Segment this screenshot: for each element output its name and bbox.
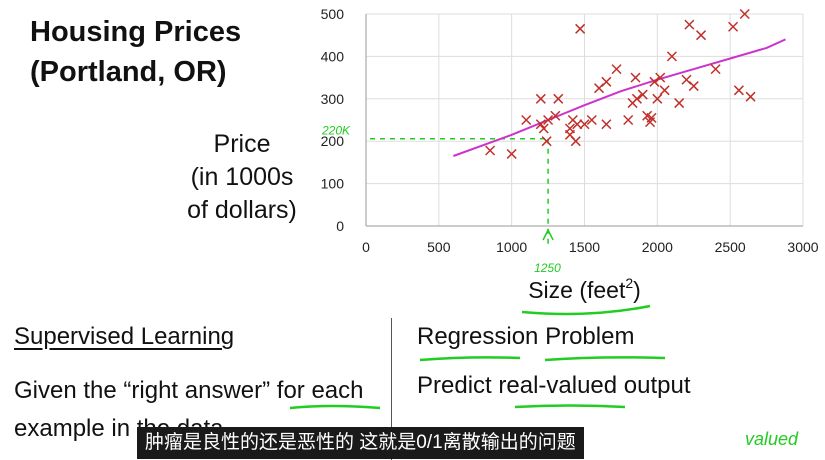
data-point: [688, 81, 699, 92]
plot-axes: [365, 14, 803, 227]
fit-line: [453, 38, 786, 157]
y-axis-label-line-2: (in 1000s: [190, 163, 294, 191]
data-point: [586, 114, 597, 126]
data-point: [575, 23, 586, 34]
arrow-icon: [542, 228, 554, 241]
data-point: [543, 114, 554, 126]
data-point: [631, 93, 642, 104]
data-point: [541, 136, 552, 147]
real-valued-underline-mark: [514, 404, 626, 409]
title-line-2: (Portland, OR): [30, 56, 227, 88]
regression-underline-mark: [419, 356, 521, 362]
data-point: [733, 85, 744, 96]
data-point: [601, 119, 612, 130]
data-point: [485, 145, 496, 156]
data-point: [696, 30, 707, 41]
handwritten-valued: valued: [745, 429, 799, 449]
data-point: [666, 51, 677, 62]
x-tick-label: 2500: [715, 239, 746, 255]
right-answer-phrase: right answer: [131, 377, 263, 404]
x-tick-label: 3000: [787, 239, 818, 255]
body-prefix: Predict: [417, 372, 499, 399]
title-line-1: Housing Prices: [30, 16, 242, 48]
data-point: [506, 148, 517, 159]
size-annotation: 1250: [534, 261, 561, 275]
x-axis-label-close: ): [633, 277, 641, 303]
supervised-learning-body: Given the “right answer” for each exampl…: [14, 372, 389, 448]
x-axis-label: Size (feet2): [528, 275, 641, 303]
data-point: [630, 72, 641, 83]
data-point: [538, 123, 549, 134]
y-tick-label: 200: [321, 133, 345, 149]
data-point: [655, 72, 666, 83]
x-axis-label-superscript: 2: [625, 275, 633, 291]
y-axis-label-line-3: of dollars): [187, 196, 297, 224]
supervised-learning-heading: Supervised Learning: [14, 323, 235, 350]
reference-lines: 220K 1250: [321, 124, 561, 275]
y-tick-label: 0: [336, 218, 344, 234]
data-point: [652, 93, 663, 104]
data-point: [646, 112, 657, 123]
data-point: [535, 119, 546, 130]
x-axis-label-text: Size (feet: [528, 277, 626, 303]
data-point: [579, 119, 590, 130]
y-axis-label-line-1: Price: [213, 130, 271, 158]
y-tick-label: 100: [321, 176, 345, 192]
data-point: [674, 98, 685, 109]
y-axis-label: Price (in 1000s of dollars): [172, 128, 312, 227]
data-point: [553, 93, 564, 104]
tick-labels: 0 500 1000 1500 2000 2500 3000 0 100 200 300 400 500: [321, 6, 819, 255]
regression-problem-heading: Regression Problem: [417, 323, 635, 350]
plot-grid: [365, 13, 804, 227]
data-point: [521, 114, 532, 126]
price-annotation: 220K: [321, 124, 351, 138]
y-tick-label: 400: [321, 48, 345, 64]
data-points: [485, 8, 756, 159]
data-point: [637, 89, 648, 100]
data-point: [570, 136, 581, 147]
data-point: [535, 93, 546, 104]
data-point: [564, 123, 575, 134]
body-suffix: output: [617, 372, 691, 399]
x-tick-label: 0: [362, 239, 370, 255]
y-tick-label: 500: [321, 6, 345, 22]
real-valued-phrase: real-valued: [498, 372, 618, 399]
data-point: [649, 76, 660, 87]
data-point: [572, 119, 583, 130]
y-tick-label: 300: [321, 91, 345, 107]
data-point: [745, 91, 756, 102]
data-point: [623, 114, 634, 126]
data-point: [659, 85, 670, 96]
panel-divider: [391, 318, 392, 460]
x-tick-label: 500: [427, 239, 451, 255]
data-point: [684, 19, 695, 30]
body-prefix: Given the “: [14, 377, 132, 404]
data-point: [728, 21, 739, 32]
x-tick-label: 1500: [569, 239, 600, 255]
regression-underline-mark-2: [544, 356, 666, 362]
data-point: [739, 8, 750, 20]
data-point: [710, 64, 721, 75]
x-tick-label: 1000: [496, 239, 527, 255]
fit-line-group: [453, 38, 786, 157]
data-point: [601, 76, 612, 87]
regression-problem-body: Predict real-valued output: [417, 372, 691, 400]
data-point: [611, 64, 622, 75]
x-tick-label: 2000: [642, 239, 673, 255]
video-subtitle: 肿瘤是良性的还是恶性的 这就是0/1离散输出的问题: [137, 427, 584, 459]
data-point: [550, 110, 561, 121]
slide-title: Housing Prices (Portland, OR): [30, 12, 241, 92]
